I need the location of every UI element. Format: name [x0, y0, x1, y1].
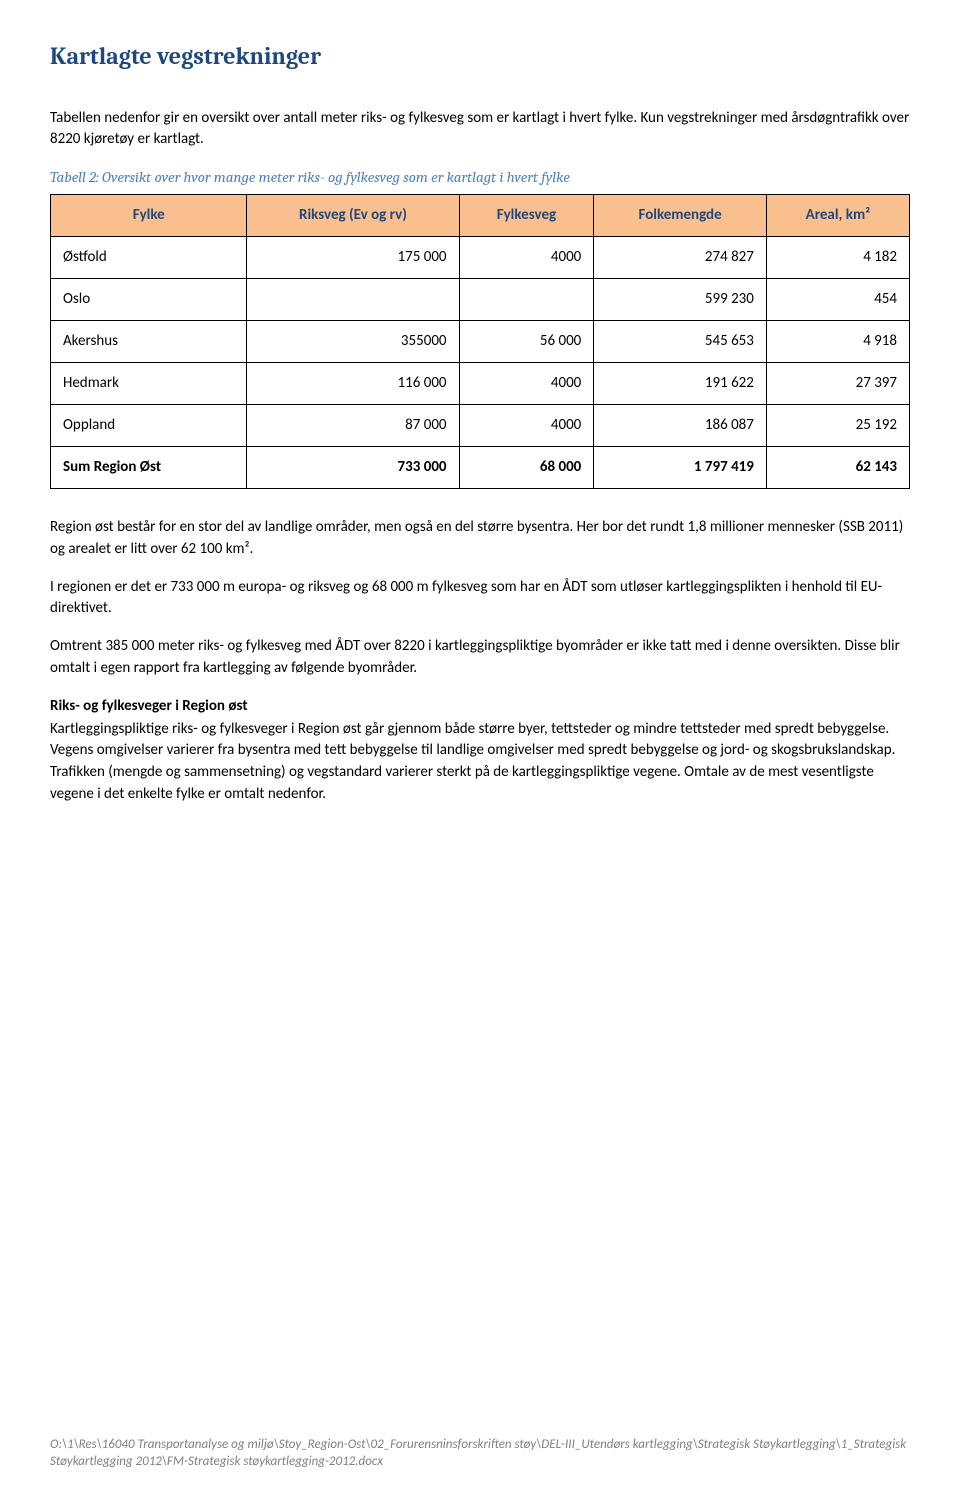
- body-paragraph-4: Kartleggingspliktige riks- og fylkesvege…: [50, 719, 910, 806]
- col-riksveg: Riksveg (Ev og rv): [247, 195, 459, 237]
- cell-fylke: Oppland: [51, 405, 247, 447]
- cell-riksveg: 175 000: [247, 237, 459, 279]
- cell-fylke: Sum Region Øst: [51, 447, 247, 489]
- cell-riksveg: 87 000: [247, 405, 459, 447]
- col-fylke: Fylke: [51, 195, 247, 237]
- cell-fylkesveg: 56 000: [459, 321, 594, 363]
- fylke-table: Fylke Riksveg (Ev og rv) Fylkesveg Folke…: [50, 194, 910, 489]
- body-paragraph-2: I regionen er det er 733 000 m europa- o…: [50, 577, 910, 621]
- cell-fylkesveg: 4000: [459, 237, 594, 279]
- cell-fylkesveg: [459, 279, 594, 321]
- body-paragraph-3: Omtrent 385 000 meter riks- og fylkesveg…: [50, 636, 910, 680]
- cell-fylkesveg: 4000: [459, 405, 594, 447]
- cell-fylke: Oslo: [51, 279, 247, 321]
- cell-folkemengde: 191 622: [594, 363, 767, 405]
- table-row: Hedmark116 0004000191 62227 397: [51, 363, 910, 405]
- cell-fylke: Hedmark: [51, 363, 247, 405]
- table-row: Oppland87 0004000186 08725 192: [51, 405, 910, 447]
- page-title: Kartlagte vegstrekninger: [50, 40, 910, 74]
- cell-areal: 62 143: [766, 447, 909, 489]
- col-fylkesveg: Fylkesveg: [459, 195, 594, 237]
- cell-fylke: Akershus: [51, 321, 247, 363]
- cell-fylkesveg: 4000: [459, 363, 594, 405]
- cell-folkemengde: 599 230: [594, 279, 767, 321]
- cell-areal: 4 182: [766, 237, 909, 279]
- table-header-row: Fylke Riksveg (Ev og rv) Fylkesveg Folke…: [51, 195, 910, 237]
- cell-fylke: Østfold: [51, 237, 247, 279]
- cell-areal: 27 397: [766, 363, 909, 405]
- cell-folkemengde: 545 653: [594, 321, 767, 363]
- cell-areal: 4 918: [766, 321, 909, 363]
- col-areal: Areal, km²: [766, 195, 909, 237]
- cell-riksveg: 116 000: [247, 363, 459, 405]
- cell-riksveg: 733 000: [247, 447, 459, 489]
- table-row: Akershus35500056 000545 6534 918: [51, 321, 910, 363]
- cell-riksveg: [247, 279, 459, 321]
- table-row: Østfold175 0004000274 8274 182: [51, 237, 910, 279]
- subheading: Riks- og fylkesveger i Region øst: [50, 696, 910, 717]
- cell-areal: 25 192: [766, 405, 909, 447]
- footer-path: O:\1\Res\16040 Transportanalyse og miljø…: [50, 1437, 910, 1471]
- cell-areal: 454: [766, 279, 909, 321]
- col-folkemengde: Folkemengde: [594, 195, 767, 237]
- cell-folkemengde: 186 087: [594, 405, 767, 447]
- cell-fylkesveg: 68 000: [459, 447, 594, 489]
- table-caption: Tabell 2: Oversikt over hvor mange meter…: [50, 167, 910, 188]
- cell-folkemengde: 1 797 419: [594, 447, 767, 489]
- body-paragraph-1: Region øst består for en stor del av lan…: [50, 517, 910, 561]
- intro-paragraph: Tabellen nedenfor gir en oversikt over a…: [50, 108, 910, 152]
- table-row: Oslo 599 230454: [51, 279, 910, 321]
- table-sum-row: Sum Region Øst733 00068 0001 797 41962 1…: [51, 447, 910, 489]
- cell-riksveg: 355000: [247, 321, 459, 363]
- cell-folkemengde: 274 827: [594, 237, 767, 279]
